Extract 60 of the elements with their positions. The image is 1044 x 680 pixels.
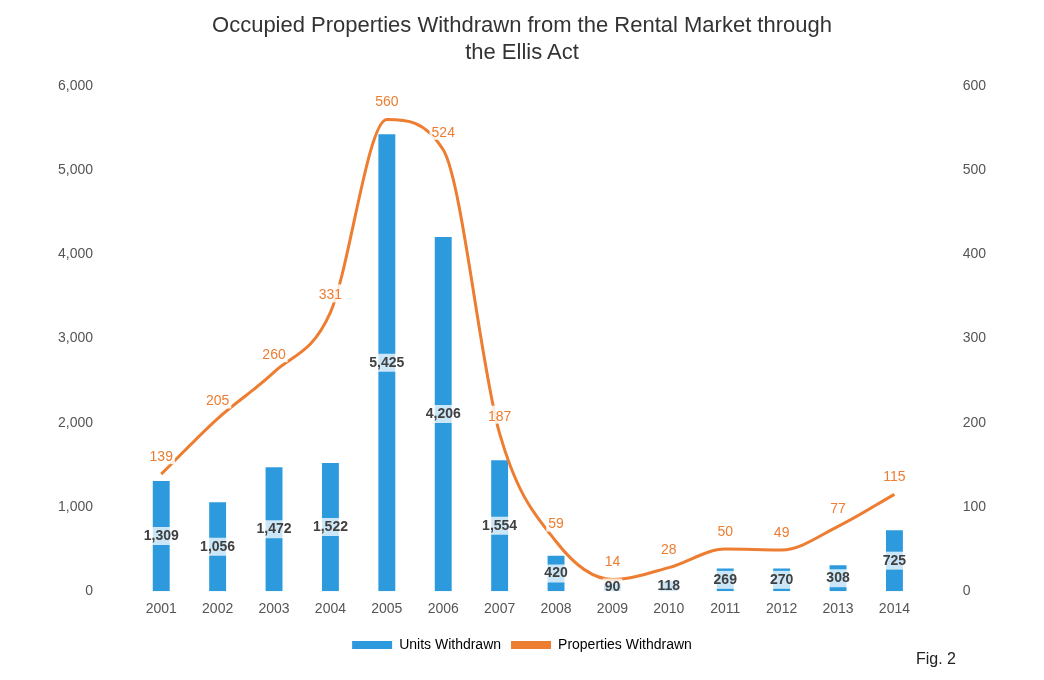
data-label: 28 — [661, 541, 677, 558]
data-label: 115 — [883, 468, 906, 485]
x-tick-label: 2004 — [314, 600, 347, 617]
data-label: 270 — [769, 570, 794, 587]
data-label: 331 — [318, 286, 343, 303]
data-label: 50 — [717, 522, 734, 539]
data-label: 260 — [262, 346, 286, 363]
x-tick-label: 2012 — [766, 600, 798, 617]
x-tick-label: 2014 — [878, 600, 911, 617]
caption: Fig. 2 — [915, 650, 957, 668]
x-tick-label: 2013 — [822, 600, 854, 617]
data-label: 4,206 — [425, 404, 461, 421]
legend-label: Units Withdrawn — [399, 635, 502, 652]
y-tick-label: 0 — [85, 582, 94, 599]
y-tick-label: 6,000 — [57, 76, 94, 93]
y2-tick-label: 400 — [962, 245, 987, 262]
data-label: 77 — [830, 500, 847, 517]
x-tick-label: 2001 — [145, 600, 178, 617]
data-label: 560 — [375, 93, 399, 110]
y2-tick-label: 200 — [962, 413, 987, 430]
data-label: 1,056 — [200, 537, 236, 554]
data-label: 308 — [826, 569, 850, 586]
legend-label: Properties Withdrawn — [558, 635, 692, 652]
data-label: 59 — [548, 515, 565, 532]
y-tick-label: 4,000 — [57, 245, 94, 262]
data-label: 1,472 — [256, 520, 292, 537]
x-tick-label: 2008 — [540, 600, 572, 617]
data-label: 187 — [487, 407, 512, 424]
y2-tick-label: 600 — [962, 76, 987, 93]
data-label: 5,425 — [369, 353, 405, 370]
y-tick-label: 3,000 — [57, 329, 94, 346]
y2-tick-label: 500 — [962, 160, 987, 177]
data-label: 118 — [657, 577, 681, 594]
x-tick-label: 2007 — [484, 600, 516, 617]
y2-tick-label: 100 — [962, 497, 987, 514]
x-tick-label: 2006 — [427, 600, 460, 617]
y-tick-label: 1,000 — [57, 497, 94, 514]
x-tick-label: 2010 — [653, 600, 685, 617]
data-label: 1,522 — [312, 517, 349, 534]
x-tick-label: 2002 — [202, 600, 234, 617]
data-label: 14 — [604, 553, 621, 570]
y2-tick-label: 0 — [962, 582, 971, 599]
data-label: 49 — [773, 523, 790, 540]
data-label: 205 — [205, 392, 230, 409]
chart-title: Occupied Properties Withdrawn from the Rental Market through the Ellis Act — [212, 12, 832, 64]
data-label: 1,309 — [143, 526, 179, 543]
data-label: 269 — [713, 570, 738, 587]
x-tick-label: 2005 — [371, 600, 403, 617]
data-label: 524 — [431, 123, 456, 140]
data-label: 1,554 — [482, 516, 518, 533]
x-tick-label: 2003 — [258, 600, 290, 617]
x-tick-label: 2011 — [710, 600, 741, 617]
data-label: 725 — [882, 551, 907, 568]
x-tick-label: 2009 — [596, 600, 629, 617]
data-label: 139 — [149, 447, 174, 464]
y2-tick-label: 300 — [962, 329, 987, 346]
y-tick-label: 2,000 — [57, 413, 94, 430]
data-label: 420 — [544, 564, 568, 581]
y-tick-label: 5,000 — [57, 160, 94, 177]
data-label: 90 — [604, 578, 621, 595]
